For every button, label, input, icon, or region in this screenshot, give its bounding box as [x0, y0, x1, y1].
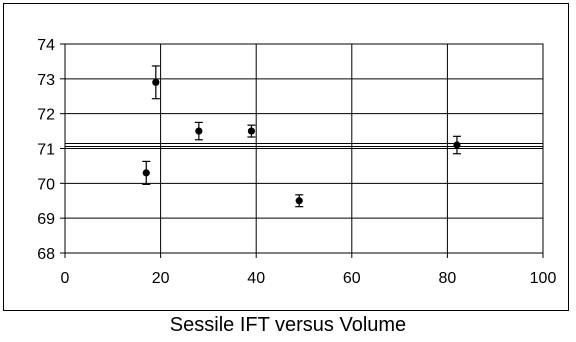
data-point — [453, 141, 461, 149]
x-tick-label: 20 — [152, 270, 170, 287]
x-tick-label: 100 — [530, 270, 557, 287]
y-tick-label: 68 — [37, 246, 55, 263]
data-point — [195, 127, 203, 135]
y-tick-label: 71 — [37, 142, 55, 159]
data-point — [152, 78, 160, 86]
data-point — [142, 169, 150, 177]
chart-caption: Sessile IFT versus Volume — [169, 314, 407, 336]
y-tick-label: 74 — [37, 37, 55, 54]
x-tick-label: 80 — [439, 270, 457, 287]
data-point — [247, 127, 256, 135]
y-tick-label: 72 — [37, 107, 55, 124]
x-tick-label: 0 — [61, 270, 70, 287]
y-tick-label: 70 — [37, 176, 55, 193]
chart-frame — [3, 3, 569, 311]
x-tick-label: 60 — [343, 270, 361, 287]
y-tick-label: 73 — [37, 72, 55, 89]
x-tick-label: 40 — [247, 270, 265, 287]
data-point — [295, 197, 303, 205]
y-tick-label: 69 — [37, 211, 55, 228]
